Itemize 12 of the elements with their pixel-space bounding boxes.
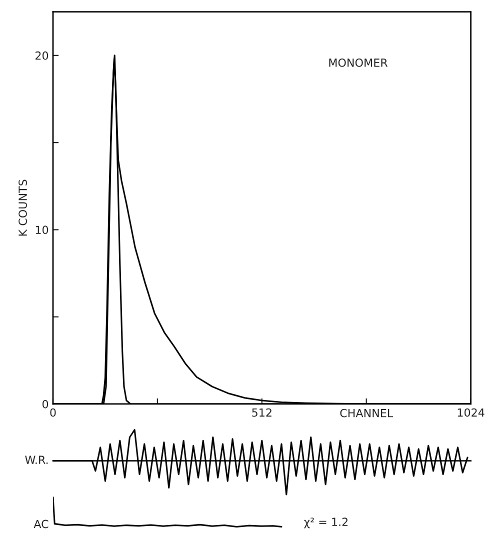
annotation: χ² = 1.2 <box>304 518 348 528</box>
y-axis-title: AC <box>34 520 48 528</box>
y-tick-label: 20 <box>36 51 48 60</box>
y-tick-label: 10 <box>36 226 48 234</box>
y-axis-title: K COUNTS <box>18 180 27 236</box>
x-tick-label: 0 <box>50 408 56 417</box>
x-tick-label: 512 <box>252 408 272 417</box>
annotation: MONOMER <box>329 58 388 67</box>
y-tick-label: 0 <box>42 400 48 408</box>
x-tick-label: 1024 <box>458 408 484 417</box>
y-axis-title: W.R. <box>25 456 48 464</box>
x-axis-title: CHANNEL <box>340 408 394 418</box>
